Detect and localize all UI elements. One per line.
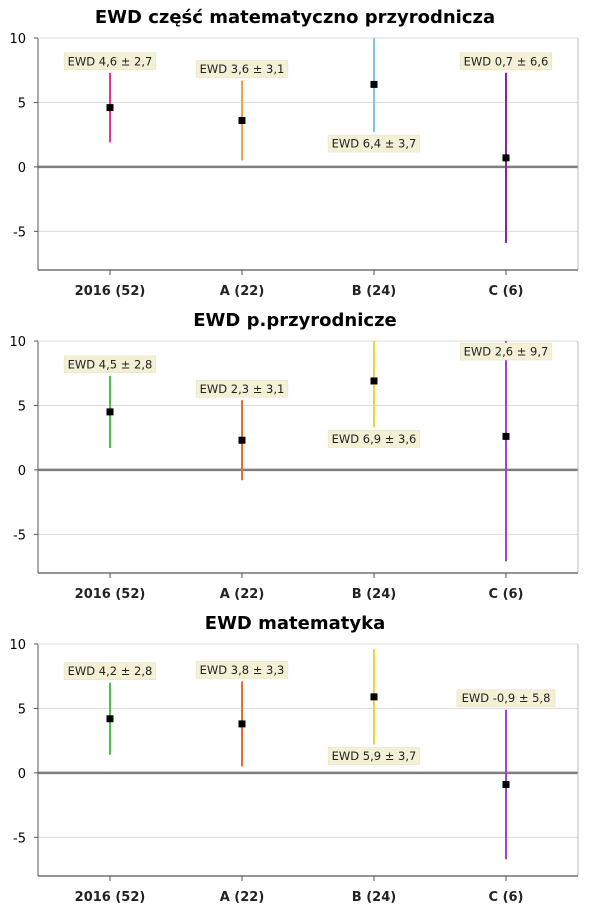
data-label: EWD 5,9 ± 3,7 [332, 749, 417, 763]
x-tick-label: B (24) [352, 890, 396, 905]
data-label-box [456, 689, 556, 707]
y-tick-label: -5 [13, 225, 26, 240]
data-label-box [327, 747, 421, 765]
y-tick-label: 5 [18, 702, 26, 717]
x-tick-label: A (22) [220, 587, 265, 602]
x-tick-label: 2016 (52) [75, 890, 146, 905]
y-tick-label: 0 [18, 161, 26, 176]
data-point [370, 377, 378, 385]
data-label-box [327, 134, 421, 153]
y-tick-label: -5 [13, 831, 26, 846]
data-point [106, 104, 114, 112]
chart-2: EWD p.przyrodnicze 10 5 0 -5 EWD 4,5 ± 2,8 201… [9, 310, 579, 602]
y-tick-label: 5 [18, 399, 26, 414]
x-tick-label: C (6) [489, 587, 524, 602]
data-label: EWD 4,2 ± 2,8 [68, 664, 153, 678]
y-tick-label: 5 [18, 96, 26, 111]
x-tick-label: C (6) [489, 284, 524, 299]
x-tick-label: B (24) [352, 587, 396, 602]
y-tick-label: -5 [13, 528, 26, 543]
data-label: EWD 4,5 ± 2,8 [68, 357, 153, 371]
y-tick-label: 10 [9, 32, 26, 47]
y-tick-label: 10 [9, 335, 26, 350]
data-point [370, 80, 378, 88]
data-point [238, 116, 246, 124]
x-tick-label: B (24) [352, 284, 396, 299]
chart-3: EWD matematyka 10 5 0 -5 EWD 4,2 ± 2,8 2016 (5… [9, 613, 579, 905]
x-tick-label: 2016 (52) [75, 284, 146, 299]
data-label: EWD 2,3 ± 3,1 [200, 382, 285, 396]
data-label-box [195, 60, 289, 78]
data-label: EWD 6,4 ± 3,7 [332, 137, 417, 151]
chart-1: EWD część matematyczno przyrodnicza 10 5 0 -… [9, 7, 579, 299]
data-point [370, 693, 378, 701]
data-label-box [63, 355, 157, 374]
plot-area [106, 649, 510, 860]
plot-area [106, 38, 510, 243]
x-tick-label: A (22) [220, 284, 265, 299]
data-point [238, 436, 246, 444]
y-tick-label: 10 [9, 638, 26, 653]
data-label-box [459, 52, 553, 71]
y-tick-label: 0 [18, 464, 26, 479]
data-point [238, 720, 246, 728]
data-label: EWD 3,6 ± 3,1 [200, 62, 285, 76]
plot-area [106, 341, 510, 562]
data-label: EWD 0,7 ± 6,6 [464, 54, 549, 68]
data-point [106, 715, 114, 723]
data-label: EWD 2,6 ± 9,7 [464, 345, 549, 359]
x-tick-label: 2016 (52) [75, 587, 146, 602]
y-tick-label: 0 [18, 767, 26, 782]
data-point [502, 780, 510, 788]
data-label: EWD -0,9 ± 5,8 [462, 691, 551, 705]
data-label: EWD 4,6 ± 2,7 [68, 54, 153, 68]
x-tick-label: A (22) [220, 890, 265, 905]
data-label: EWD 3,8 ± 3,3 [200, 663, 285, 677]
data-label-box [327, 430, 421, 448]
data-label-box [63, 52, 157, 71]
x-tick-label: C (6) [489, 890, 524, 905]
chart-title: EWD p.przyrodnicze [193, 310, 397, 331]
data-point [106, 408, 114, 416]
data-label-box [195, 661, 289, 679]
data-point [502, 432, 510, 440]
data-label: EWD 6,9 ± 3,6 [332, 432, 417, 446]
chart-title: EWD część matematyczno przyrodnicza [95, 7, 495, 28]
data-label-box [63, 662, 157, 680]
data-label-box [195, 380, 289, 398]
chart-title: EWD matematyka [205, 613, 385, 634]
data-label-box [459, 342, 553, 361]
data-point [502, 154, 510, 162]
